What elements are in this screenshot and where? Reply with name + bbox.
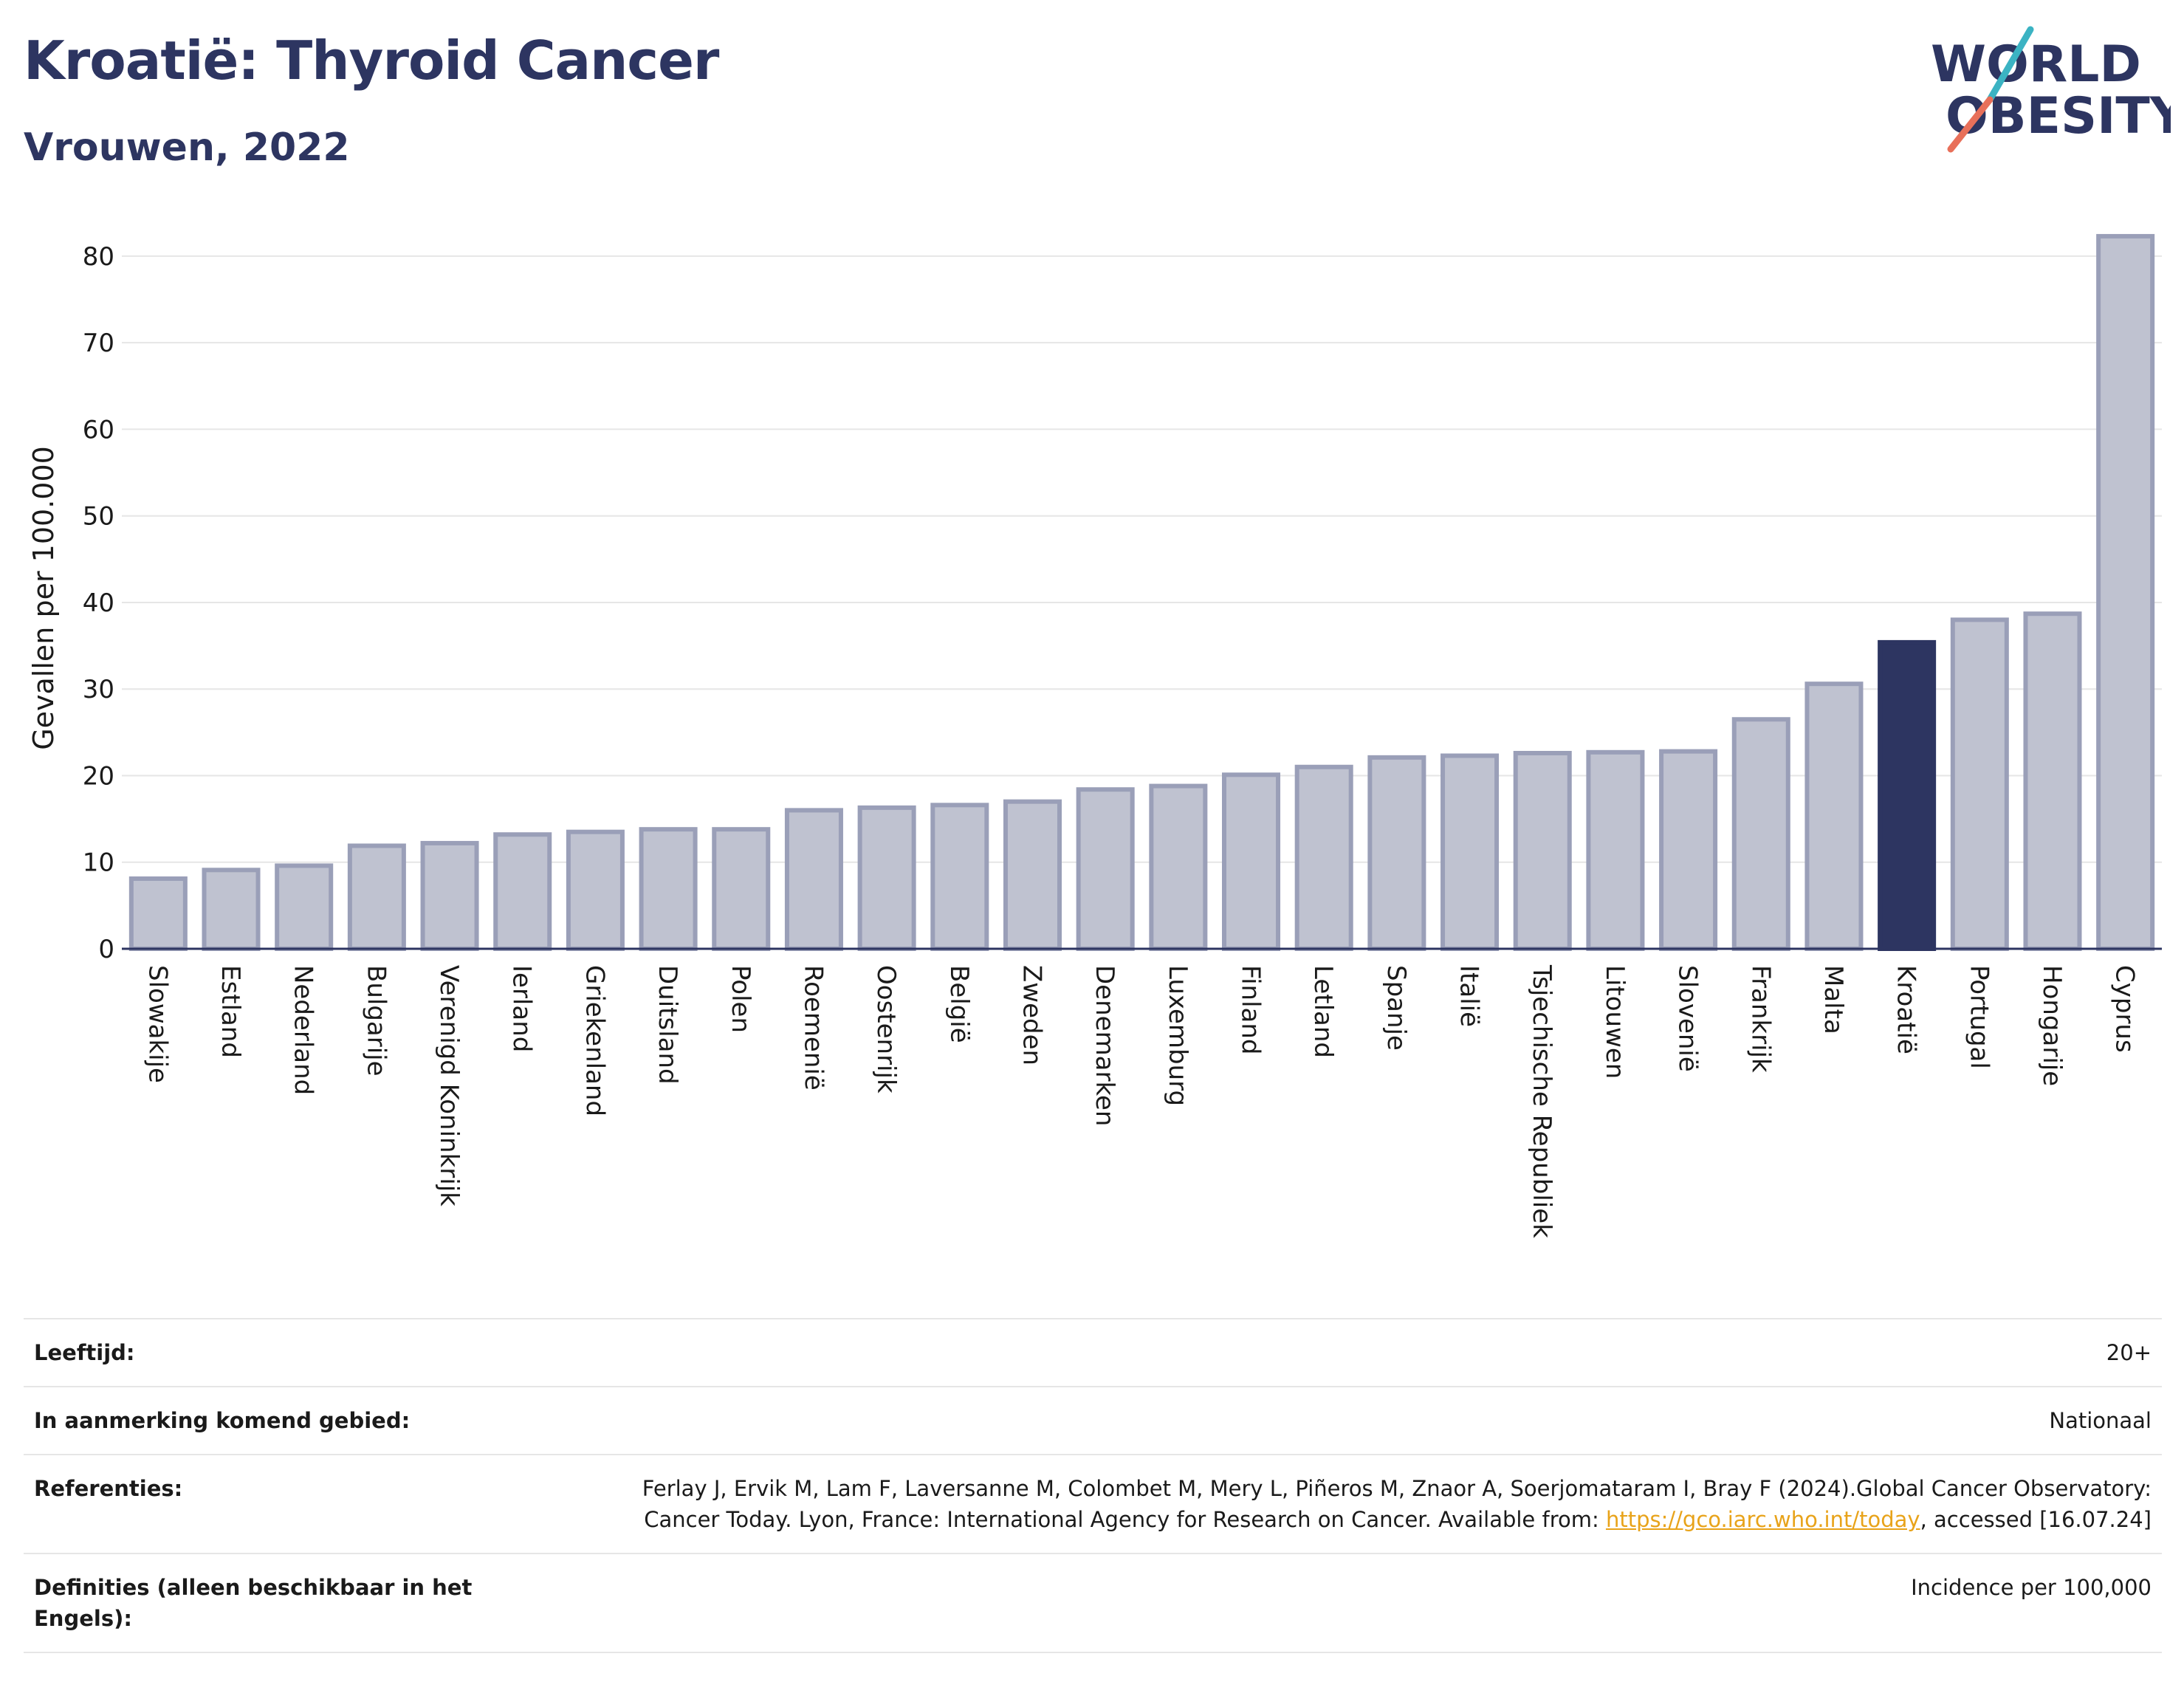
page-subtitle: Vrouwen, 2022 xyxy=(24,126,350,170)
axes: 0 10 20 30 40 50 60 70 80 xyxy=(83,242,2162,964)
bar-oostenrijk xyxy=(857,805,916,951)
bar-belgi- xyxy=(930,803,989,951)
bar-roemeni- xyxy=(784,808,843,952)
x-tick-label: Portugal xyxy=(1964,965,1994,1069)
info-row-references: Referenties: Ferlay J, Ervik M, Lam F, L… xyxy=(24,1454,2162,1553)
area-label: In aanmerking komend gebied: xyxy=(34,1408,411,1433)
x-tick-label: Tsjechische Republiek xyxy=(1527,964,1556,1238)
x-tick-label: Malta xyxy=(1819,965,1848,1034)
y-tick-label: 20 xyxy=(83,761,114,791)
x-tick-label: Zweden xyxy=(1017,965,1046,1065)
area-value: Nationaal xyxy=(2049,1408,2152,1433)
x-tick-label: Ierland xyxy=(507,965,537,1052)
bars xyxy=(128,233,2155,952)
bar-letland xyxy=(1294,764,1353,951)
references-link[interactable]: https://gco.iarc.who.int/today xyxy=(1605,1507,1920,1532)
definitions-value: Incidence per 100,000 xyxy=(1911,1575,2152,1600)
info-row-area: In aanmerking komend gebied: Nationaal xyxy=(24,1386,2162,1454)
x-tick-label: Estland xyxy=(216,965,245,1058)
bar-frankrijk xyxy=(1731,717,1790,952)
bar-nederland xyxy=(275,863,334,952)
logo-slash-top xyxy=(1986,26,2034,103)
bar-estland xyxy=(202,868,261,951)
y-tick-label: 10 xyxy=(83,848,114,878)
bar-slowakije xyxy=(128,876,188,951)
x-tick-label: Letland xyxy=(1308,965,1338,1058)
age-label: Leeftijd: xyxy=(34,1340,135,1365)
bar-polen xyxy=(712,827,771,952)
x-tick-label: Verenigd Koninkrijk xyxy=(434,965,464,1206)
page-title: Kroatië: Thyroid Cancer xyxy=(24,30,719,92)
bar-itali- xyxy=(1440,753,1500,952)
bar-portugal xyxy=(1950,617,2009,952)
y-tick-label: 80 xyxy=(83,242,114,272)
bar-duitsland xyxy=(639,827,698,952)
y-tick-label: 70 xyxy=(83,329,114,358)
y-tick-label: 50 xyxy=(83,502,114,532)
x-tick-label: Griekenland xyxy=(580,965,609,1116)
bar-luxemburg xyxy=(1149,783,1208,951)
references-label: Referenties: xyxy=(34,1476,183,1501)
bar-litouwen xyxy=(1586,749,1645,951)
x-tick-label: Hongarije xyxy=(2037,965,2067,1086)
y-tick-label: 0 xyxy=(98,935,114,964)
y-tick-label: 40 xyxy=(83,588,114,618)
bar-cyprus xyxy=(2096,233,2155,951)
bar-spanje xyxy=(1367,755,1426,951)
x-tick-label: Spanje xyxy=(1381,965,1411,1051)
bar-finland xyxy=(1222,772,1281,952)
x-tick-label: Duitsland xyxy=(653,965,682,1085)
y-axis-title: Gevallen per 100.000 xyxy=(27,446,60,750)
y-tick-label: 30 xyxy=(83,675,114,704)
x-tick-label: Litouwen xyxy=(1600,965,1630,1079)
x-tick-label: Kroatië xyxy=(1892,965,1921,1054)
bar-malta xyxy=(1804,682,1864,952)
x-tick-label: Frankrijk xyxy=(1745,965,1775,1073)
world-obesity-logo: WORLD OBESITY xyxy=(1931,26,2171,153)
logo-line-2: OBESITY xyxy=(1946,87,2171,145)
x-tick-label: Slovenië xyxy=(1673,965,1703,1072)
info-row-definitions: Definities (alleen beschikbaar in het En… xyxy=(24,1553,2162,1653)
x-tick-label: Italië xyxy=(1455,965,1484,1027)
x-tick-label: Nederland xyxy=(289,965,318,1095)
info-table: Leeftijd: 20+ In aanmerking komend gebie… xyxy=(24,1318,2162,1653)
x-tick-label: Polen xyxy=(726,965,755,1033)
bar-tsjechische-republiek xyxy=(1513,750,1572,951)
category-labels: Slowakije Estland Nederland Bulgarije Vereni… xyxy=(142,964,2139,1238)
bar-hongarije xyxy=(2023,611,2082,951)
x-tick-label: Finland xyxy=(1236,965,1266,1055)
bar-griekenland xyxy=(566,829,625,951)
age-value: 20+ xyxy=(2106,1340,2152,1365)
x-tick-label: Denemarken xyxy=(1090,965,1119,1126)
x-tick-label: Bulgarije xyxy=(361,965,391,1077)
x-tick-label: Luxemburg xyxy=(1163,965,1192,1106)
bar-ierland xyxy=(493,832,552,951)
info-row-age: Leeftijd: 20+ xyxy=(24,1318,2162,1386)
logo-line-1: WORLD xyxy=(1931,35,2141,94)
x-tick-label: Cyprus xyxy=(2110,965,2140,1053)
references-accessed: , accessed [16.07.24] xyxy=(1920,1507,2152,1532)
y-tick-label: 60 xyxy=(83,415,114,444)
bar-kroati- xyxy=(1878,639,1937,952)
x-tick-label: Oostenrijk xyxy=(871,965,901,1094)
x-tick-label: België xyxy=(944,965,974,1043)
logo-slash-bottom xyxy=(1947,96,1994,153)
bar-denemarken xyxy=(1076,787,1135,951)
x-tick-label: Roemenië xyxy=(798,965,828,1091)
bar-sloveni- xyxy=(1659,749,1718,952)
bar-zweden xyxy=(1003,799,1062,952)
x-tick-label: Slowakije xyxy=(142,965,172,1083)
bar-bulgarije xyxy=(347,843,406,952)
definitions-label: Definities (alleen beschikbaar in het En… xyxy=(34,1575,473,1631)
references-value: Ferlay J, Ervik M, Lam F, Laversanne M, … xyxy=(564,1473,2152,1535)
references-text: Ferlay J, Ervik M, Lam F, Laversanne M, … xyxy=(642,1476,2152,1532)
bar-verenigd-koninkrijk xyxy=(420,840,479,951)
bar-chart: 0 10 20 30 40 50 60 70 80 Slowakije Estland Nederl… xyxy=(27,233,2162,1238)
